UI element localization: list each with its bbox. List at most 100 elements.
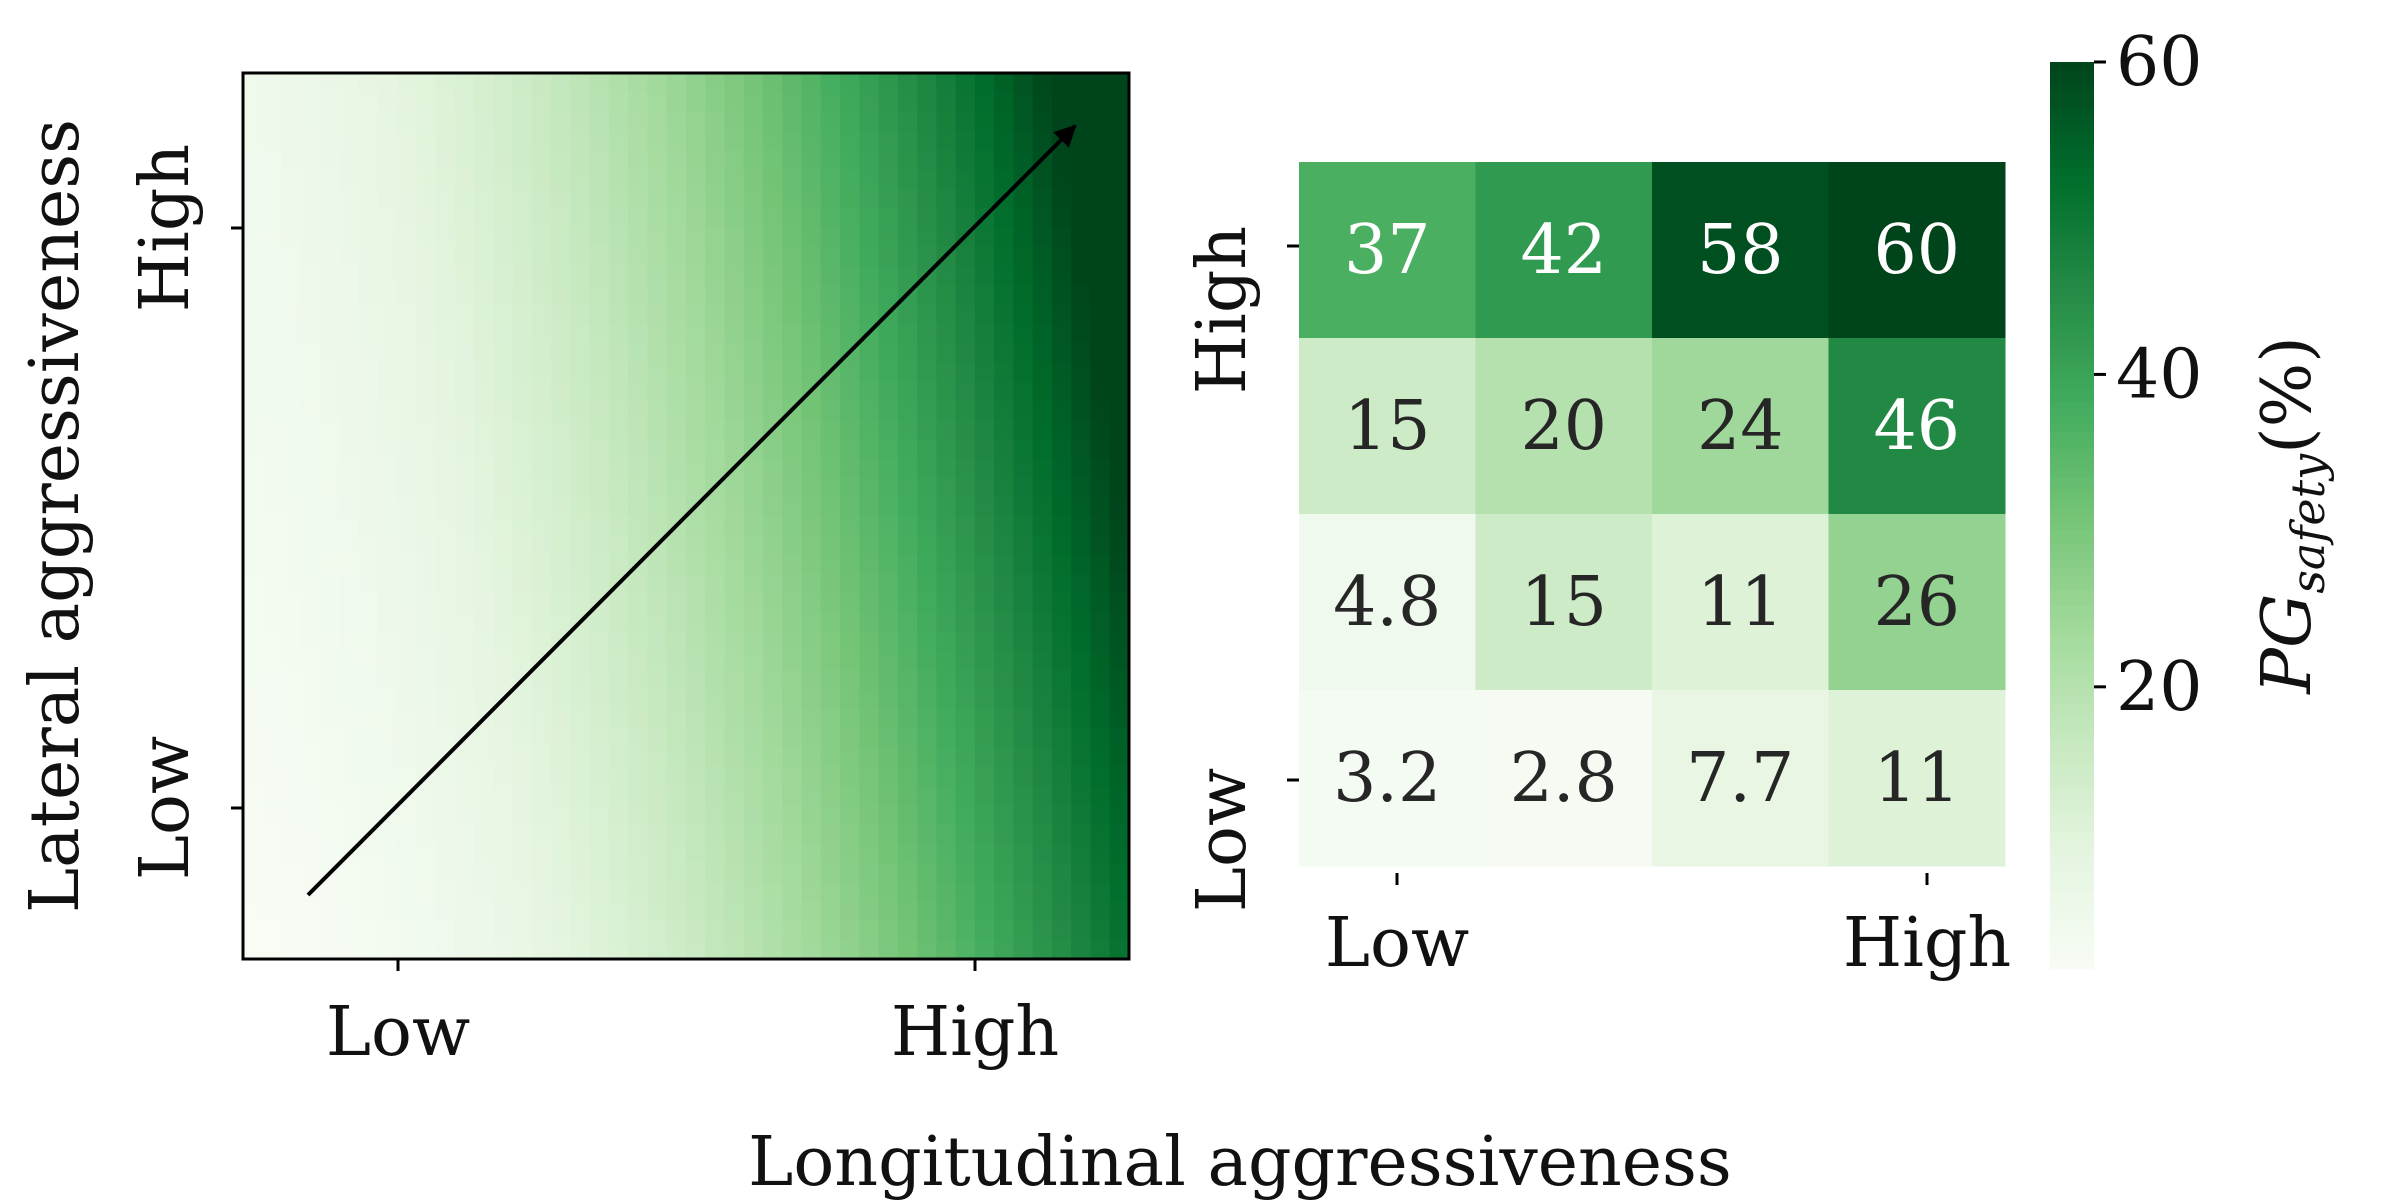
gradient-cell	[474, 573, 495, 594]
gradient-cell	[1109, 939, 1129, 959]
gradient-cell	[243, 631, 264, 652]
gradient-cell	[686, 670, 707, 691]
gradient-cell	[300, 265, 321, 286]
gradient-cell	[994, 612, 1015, 633]
gradient-cell	[1032, 361, 1053, 382]
cell-value-label: 15	[1520, 563, 1607, 642]
gradient-cell	[859, 458, 880, 479]
gradient-cell	[377, 766, 398, 787]
gradient-cell	[243, 111, 264, 132]
gradient-cell	[474, 862, 495, 883]
gradient-cell	[551, 747, 572, 768]
gradient-cell	[608, 689, 630, 710]
gradient-cell	[474, 438, 495, 460]
gradient-cell	[416, 785, 437, 806]
gradient-cell	[589, 477, 610, 498]
gradient-cell	[628, 708, 649, 729]
gradient-cell	[1071, 881, 1092, 903]
gradient-cell	[820, 73, 841, 94]
gradient-cell	[300, 670, 321, 691]
colorbar-strip	[2050, 681, 2094, 690]
gradient-cell	[262, 554, 283, 575]
gradient-cell	[1032, 901, 1053, 922]
gradient-cell	[820, 593, 841, 614]
gradient-cell	[358, 516, 379, 537]
gradient-cell	[551, 650, 572, 671]
colorbar-strip	[2050, 930, 2094, 939]
gradient-cell	[897, 554, 918, 575]
gradient-cell	[763, 477, 784, 498]
gradient-cell	[820, 766, 841, 787]
colorbar-strip	[2050, 635, 2094, 645]
gradient-cell	[608, 169, 630, 190]
gradient-cell	[859, 804, 880, 825]
gradient-cell	[281, 438, 302, 460]
gradient-cell	[281, 111, 302, 132]
gradient-cell	[589, 342, 610, 363]
gradient-cell	[936, 419, 957, 440]
gradient-cell	[801, 477, 822, 498]
gradient-cell	[859, 304, 880, 325]
gradient-cell	[1090, 92, 1111, 113]
gradient-cell	[666, 901, 687, 922]
gradient-cell	[686, 573, 707, 594]
gradient-cell	[974, 689, 995, 710]
gradient-cell	[955, 920, 976, 941]
gradient-cell	[628, 458, 649, 479]
gradient-cell	[782, 496, 803, 517]
gradient-cell	[416, 342, 437, 363]
gradient-cell	[512, 458, 533, 479]
gradient-cell	[1109, 458, 1129, 479]
gradient-cell	[377, 188, 398, 209]
gradient-cell	[628, 361, 649, 382]
gradient-cell	[262, 650, 283, 671]
gradient-cell	[474, 111, 495, 132]
gradient-cell	[917, 361, 938, 382]
y-axis-title: Lateral aggressiveness	[16, 119, 95, 913]
gradient-cell	[512, 881, 533, 903]
gradient-cell	[666, 381, 687, 402]
gradient-cell	[358, 573, 379, 594]
gradient-cell	[608, 631, 630, 652]
gradient-cell	[628, 824, 649, 845]
colorbar-strip	[2050, 129, 2094, 139]
gradient-cell	[840, 843, 861, 864]
colorbar-strip	[2050, 666, 2094, 675]
gradient-cell	[628, 631, 649, 652]
gradient-cell	[859, 477, 880, 498]
gradient-cell	[1051, 747, 1073, 768]
gradient-cell	[570, 207, 591, 228]
gradient-cell	[974, 477, 995, 498]
gradient-cell	[262, 535, 283, 556]
gradient-cell	[416, 670, 437, 691]
gradient-cell	[878, 554, 899, 575]
gradient-cell	[763, 400, 784, 421]
gradient-cell	[474, 92, 495, 113]
gradient-cell	[435, 901, 456, 922]
gradient-cell	[1090, 843, 1111, 864]
gradient-cell	[435, 554, 456, 575]
gradient-cell	[358, 342, 379, 363]
heatmap-cell	[1828, 162, 2006, 339]
gradient-cell	[262, 477, 283, 498]
gradient-cell	[589, 458, 610, 479]
gradient-cell	[763, 631, 784, 652]
gradient-cell	[917, 939, 938, 959]
gradient-cell	[743, 862, 764, 883]
gradient-cell	[493, 361, 514, 382]
gradient-cell	[897, 438, 918, 460]
gradient-cell	[474, 843, 495, 864]
heatmap-cell	[1652, 690, 1829, 867]
gradient-cell	[531, 458, 552, 479]
gradient-cell	[589, 265, 610, 286]
gradient-cell	[647, 785, 668, 806]
gradient-cell	[763, 804, 784, 825]
gradient-cell	[243, 419, 264, 440]
gradient-cell	[705, 727, 726, 748]
colorbar-strip	[2050, 213, 2094, 222]
gradient-cell	[801, 458, 822, 479]
gradient-cell	[474, 535, 495, 556]
gradient-cell	[743, 766, 764, 787]
gradient-cell	[531, 901, 552, 922]
colorbar-strip	[2050, 469, 2094, 479]
